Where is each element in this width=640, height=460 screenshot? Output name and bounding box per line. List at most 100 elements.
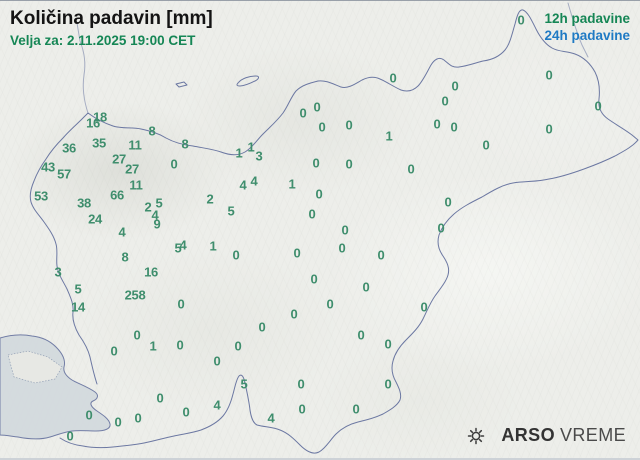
station-value: 4 xyxy=(179,237,187,253)
station-value: 5 xyxy=(240,376,248,392)
station-value: 0 xyxy=(170,156,178,172)
station-value: 0 xyxy=(352,401,360,417)
station-value: 0 xyxy=(114,414,122,430)
station-value: 0 xyxy=(182,404,190,420)
station-value: 0 xyxy=(290,306,298,322)
station-value: 0 xyxy=(357,327,365,343)
station-value: 0 xyxy=(318,119,326,135)
station-value: 0 xyxy=(517,12,525,28)
legend-24h-toggle[interactable]: 24h padavine xyxy=(544,28,630,43)
station-value: 0 xyxy=(133,327,141,343)
station-value: 0 xyxy=(384,336,392,352)
station-value: 0 xyxy=(594,98,602,114)
station-value: 0 xyxy=(338,240,346,256)
station-value: 3 xyxy=(255,148,263,164)
map-title: Količina padavin [mm] xyxy=(10,8,213,29)
station-value: 0 xyxy=(482,137,490,153)
station-value: 24 xyxy=(88,211,102,227)
station-value: 0 xyxy=(345,117,353,133)
station-value: 38 xyxy=(77,195,91,211)
border-austria-hungary xyxy=(567,2,589,58)
station-value: 0 xyxy=(345,156,353,172)
station-value: 0 xyxy=(293,245,301,261)
station-value: 4 xyxy=(267,410,275,426)
station-value: 0 xyxy=(298,401,306,417)
station-value: 0 xyxy=(234,338,242,354)
station-value: 0 xyxy=(444,194,452,210)
station-value: 0 xyxy=(545,67,553,83)
station-value: 0 xyxy=(420,299,428,315)
border-italy-austria xyxy=(76,22,89,114)
lake-outline-small xyxy=(175,81,188,88)
station-value: 258 xyxy=(124,287,146,303)
station-value: 0 xyxy=(299,105,307,121)
station-value: 1 xyxy=(247,139,255,155)
station-value: 0 xyxy=(134,410,142,426)
station-value: 0 xyxy=(437,220,445,236)
station-value: 8 xyxy=(148,123,156,139)
city-trieste-patch xyxy=(7,350,63,384)
station-value: 8 xyxy=(121,249,129,265)
station-value: 0 xyxy=(389,70,397,86)
station-value: 2 xyxy=(206,191,214,207)
station-value: 18 xyxy=(93,109,107,125)
station-value: 0 xyxy=(441,93,449,109)
station-value: 0 xyxy=(213,353,221,369)
station-value: 0 xyxy=(377,247,385,263)
station-value: 36 xyxy=(62,140,76,156)
station-value: 0 xyxy=(313,99,321,115)
slovenia-border xyxy=(29,9,639,454)
station-value: 4 xyxy=(239,177,247,193)
station-value: 43 xyxy=(41,159,55,175)
arso-name-light: VREME xyxy=(559,424,626,445)
station-value: 0 xyxy=(310,271,318,287)
station-value: 0 xyxy=(384,376,392,392)
station-value: 0 xyxy=(308,206,316,222)
station-value: 0 xyxy=(176,337,184,353)
map-validity: Velja za: 2.11.2025 19:00 CET xyxy=(10,32,196,48)
station-value: 4 xyxy=(118,224,126,240)
arso-logo: ARSO VREME xyxy=(465,423,626,447)
lake-outline xyxy=(236,75,259,87)
station-value: 5 xyxy=(174,240,182,256)
station-value: 0 xyxy=(312,155,320,171)
station-value: 53 xyxy=(34,188,48,204)
station-value: 4 xyxy=(151,207,159,223)
station-value: 27 xyxy=(112,151,126,167)
station-value: 0 xyxy=(433,116,441,132)
station-value: 0 xyxy=(232,247,240,263)
station-value: 5 xyxy=(227,203,235,219)
station-value: 14 xyxy=(71,299,85,315)
legend-12h-toggle[interactable]: 12h padavine xyxy=(544,11,630,26)
station-value: 0 xyxy=(297,376,305,392)
sun-icon xyxy=(468,427,485,445)
station-value: 0 xyxy=(315,186,323,202)
station-value: 1 xyxy=(385,128,393,144)
station-value: 0 xyxy=(156,390,164,406)
station-value: 66 xyxy=(110,187,124,203)
station-value: 0 xyxy=(362,279,370,295)
station-value: 0 xyxy=(110,343,118,359)
station-value: 9 xyxy=(153,216,161,232)
station-value: 5 xyxy=(155,195,163,211)
arso-name-bold: ARSO xyxy=(501,424,555,445)
station-value: 1 xyxy=(235,145,243,161)
arso-wordmark: ARSO VREME xyxy=(501,425,626,446)
station-value: 0 xyxy=(177,296,185,312)
station-value: 57 xyxy=(57,166,71,182)
station-value: 2 xyxy=(144,199,152,215)
station-value: 1 xyxy=(209,238,217,254)
station-value: 35 xyxy=(92,135,106,151)
station-value: 0 xyxy=(450,119,458,135)
station-value: 1 xyxy=(149,338,157,354)
station-value: 3 xyxy=(54,264,62,280)
station-value: 11 xyxy=(128,137,142,153)
station-value: 11 xyxy=(129,177,143,193)
precip-period-legend: 12h padavine 24h padavine xyxy=(544,10,630,44)
station-value: 8 xyxy=(181,136,189,152)
station-value: 0 xyxy=(545,121,553,137)
station-value: 0 xyxy=(451,78,459,94)
